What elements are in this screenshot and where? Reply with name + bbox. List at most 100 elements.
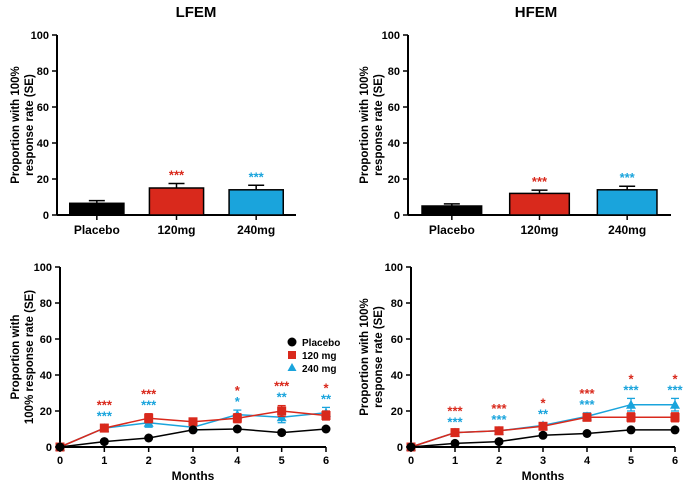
hfem-line-y-label: Proportion with 100% — [359, 298, 371, 416]
hfem-bar-y-tick-label: 20 — [388, 174, 400, 186]
hfem-bar-category-label: Placebo — [429, 223, 475, 237]
hfem-line-significance-120mg: *** — [491, 401, 507, 416]
hfem-line-y-tick-label: 80 — [391, 298, 403, 310]
lfem-line-significance-120mg: *** — [274, 379, 290, 394]
lfem-line-significance-240mg: *** — [141, 398, 157, 413]
lfem-line-x-tick-label: 0 — [57, 455, 63, 467]
lfem-line-x-tick-label: 1 — [101, 455, 107, 467]
hfem-line-point-placebo — [450, 438, 460, 448]
lfem-bar-y-tick-label: 100 — [31, 30, 49, 42]
hfem-line-point-placebo — [582, 429, 592, 438]
hfem-line-significance-240mg: ** — [538, 407, 549, 422]
lfem-line-significance-240mg: *** — [97, 409, 113, 424]
lfem-bar-y-tick-label: 40 — [37, 138, 49, 150]
hfem-line-significance-120mg: * — [628, 371, 634, 386]
lfem-bar-category-label: 240mg — [237, 223, 275, 237]
hfem-bar-category-label: 240mg — [608, 223, 646, 237]
lfem-bar-y-tick-label: 20 — [37, 174, 49, 186]
hfem-line-x-tick-label: 5 — [628, 455, 634, 467]
hfem-line-point-placebo — [670, 425, 680, 435]
lfem-line-y-label: Proportion with — [10, 315, 22, 400]
lfem-line-x-label: Months — [172, 469, 215, 482]
legend-label-placebo: Placebo — [302, 338, 340, 349]
lfem-line-significance-240mg: ** — [321, 391, 332, 406]
lfem-line-y-tick-label: 40 — [40, 370, 52, 382]
hfem-bar-significance: *** — [532, 174, 548, 189]
hfem-line-y-tick-label: 20 — [391, 406, 403, 418]
hfem-line-y-tick-label: 60 — [391, 334, 403, 346]
lfem-bar-bar-240mg — [228, 189, 285, 216]
hfem-line-y-tick-label: 0 — [397, 442, 403, 454]
hfem-line-point-mg240 — [670, 399, 680, 409]
hfem-line-significance-240mg: *** — [579, 397, 595, 412]
hfem-line-significance-240mg: *** — [447, 414, 463, 429]
lfem-line-y-tick-label: 20 — [40, 406, 52, 418]
legend: Placebo 120 mg 240 mg — [287, 337, 340, 375]
lfem-line-significance-120mg: *** — [141, 387, 157, 402]
hfem-line-significance-120mg: * — [540, 396, 546, 411]
hfem-line-x-tick-label: 6 — [672, 455, 678, 467]
hfem-bar-y-label: response rate (SE) — [373, 74, 385, 176]
lfem-line-significance-120mg: * — [235, 383, 241, 398]
lfem-line-point-mg120 — [232, 413, 242, 423]
lfem-line-x-tick-label: 6 — [323, 455, 329, 467]
hfem-line-point-placebo — [538, 430, 548, 440]
hfem-line-point-mg120 — [450, 428, 460, 438]
lfem-line-y-tick-label: 100 — [34, 262, 52, 274]
hfem-line-x-tick-label: 3 — [540, 455, 546, 467]
lfem-line-point-mg120 — [277, 406, 287, 416]
hfem-bar-category-label: 120mg — [520, 223, 558, 237]
lfem-line-significance-240mg: ** — [277, 390, 288, 405]
hfem-line-y-label: response rate (SE) — [373, 306, 385, 408]
hfem-line-significance-120mg: *** — [447, 403, 463, 418]
lfem-line-significance-120mg: * — [323, 380, 329, 395]
lfem-line-significance-120mg: *** — [97, 398, 113, 413]
lfem-line-x-tick-label: 3 — [190, 455, 196, 467]
lfem-bar-significance: *** — [169, 168, 185, 183]
hfem-bar-y-tick-label: 100 — [382, 30, 400, 42]
lfem-bar-bar-placebo — [68, 202, 125, 216]
hfem-line-y-tick-label: 100 — [385, 262, 403, 274]
lfem-line-x-tick-label: 2 — [146, 455, 152, 467]
lfem-line-y-tick-label: 60 — [40, 334, 52, 346]
lfem-line-point-mg120 — [99, 423, 109, 433]
hfem-bar-bar-240mg — [596, 189, 658, 216]
lfem-bar-y-tick-label: 80 — [37, 66, 49, 78]
hfem-line-point-mg120 — [626, 412, 636, 422]
legend-label-120mg: 120 mg — [302, 351, 336, 362]
hfem-line-point-mg120 — [670, 412, 680, 422]
lfem-line-y-label: 100% response rate (SE) — [24, 290, 36, 424]
legend-marker-240mg — [287, 363, 297, 371]
lfem-bar-significance: *** — [249, 169, 265, 184]
lfem-line-point-placebo — [55, 442, 65, 452]
lfem-line-point-mg120 — [321, 411, 331, 420]
legend-label-240mg: 240 mg — [302, 364, 336, 375]
lfem-line-point-mg120 — [144, 413, 154, 423]
lfem-line-point-placebo — [99, 437, 109, 447]
legend-marker-placebo — [287, 337, 297, 347]
hfem-line-x-tick-label: 4 — [584, 455, 591, 467]
lfem-line-point-placebo — [232, 424, 242, 434]
lfem-bar-y-tick-label: 0 — [43, 210, 49, 222]
hfem-bar-chart: 0 20 40 60 80 100 Proportion with 100% response… — [359, 30, 671, 237]
hfem-bar-y-tick-label: 0 — [394, 210, 400, 222]
hfem-line-significance-240mg: *** — [491, 412, 507, 427]
hfem-line-point-mg240 — [626, 399, 636, 409]
hfem-line-x-tick-label: 0 — [408, 455, 414, 467]
hfem-line-point-mg120 — [582, 412, 592, 422]
hfem-line-significance-120mg: *** — [579, 386, 595, 401]
hfem-line-significance-120mg: * — [672, 371, 678, 386]
hfem-line-point-placebo — [406, 442, 416, 452]
lfem-line-point-placebo — [144, 433, 154, 443]
lfem-line-point-placebo — [321, 424, 331, 434]
lfem-bar-bar-120mg — [148, 187, 205, 216]
lfem-line-point-placebo — [188, 425, 198, 435]
hfem-bar-y-tick-label: 80 — [388, 66, 400, 78]
lfem-bar-y-label: Proportion with 100% — [10, 66, 22, 184]
title-hfem: HFEM — [515, 4, 558, 21]
legend-marker-120mg — [288, 351, 296, 359]
hfem-line-point-mg120 — [538, 421, 548, 431]
